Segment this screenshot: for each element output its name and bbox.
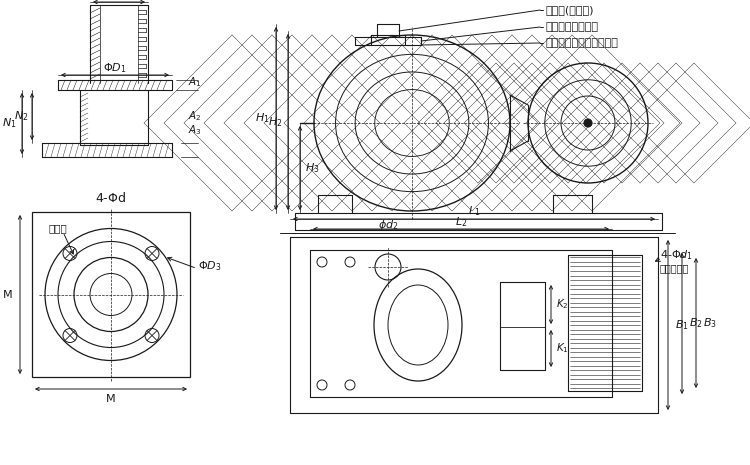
Text: $A_3$: $A_3$ xyxy=(188,124,202,137)
Text: $K_2$: $K_2$ xyxy=(556,298,568,312)
Text: M: M xyxy=(106,394,116,404)
Text: $\Phi D_1$: $\Phi D_1$ xyxy=(104,61,127,75)
Text: $N_2$: $N_2$ xyxy=(13,110,28,123)
Text: $\phi d_2$: $\phi d_2$ xyxy=(378,218,398,232)
Text: 地脚细钉孔: 地脚细钉孔 xyxy=(660,263,689,273)
Circle shape xyxy=(584,119,592,127)
Text: $B_3$: $B_3$ xyxy=(703,316,717,330)
Text: 4-$\Phi$d: 4-$\Phi$d xyxy=(95,191,127,205)
Text: $B_1$: $B_1$ xyxy=(675,318,688,332)
Text: $A_2$: $A_2$ xyxy=(188,110,202,123)
Text: $H_1$: $H_1$ xyxy=(256,112,270,126)
Text: $H_3$: $H_3$ xyxy=(305,161,320,175)
Text: $\Phi D_2$: $\Phi D_2$ xyxy=(127,0,151,1)
Text: $\Phi D_3$: $\Phi D_3$ xyxy=(198,259,221,273)
Text: 4-$\Phi d_1$: 4-$\Phi d_1$ xyxy=(660,248,693,262)
Text: 排气管(在侧面): 排气管(在侧面) xyxy=(545,5,593,15)
Text: M: M xyxy=(2,290,12,299)
Text: $K_1$: $K_1$ xyxy=(556,342,568,355)
Text: $L_1$: $L_1$ xyxy=(468,204,480,218)
Text: 用法兰联接的进气口平面: 用法兰联接的进气口平面 xyxy=(545,38,618,48)
Text: 法兰孔: 法兰孔 xyxy=(49,223,68,233)
Text: 进气口软管联接处: 进气口软管联接处 xyxy=(545,22,598,32)
Text: $N_1$: $N_1$ xyxy=(2,117,17,130)
Bar xyxy=(32,212,190,377)
Text: $H_2$: $H_2$ xyxy=(268,115,283,129)
Text: $B_2$: $B_2$ xyxy=(689,317,703,331)
Text: $L_2$: $L_2$ xyxy=(454,215,467,229)
Text: $A_1$: $A_1$ xyxy=(188,75,202,89)
